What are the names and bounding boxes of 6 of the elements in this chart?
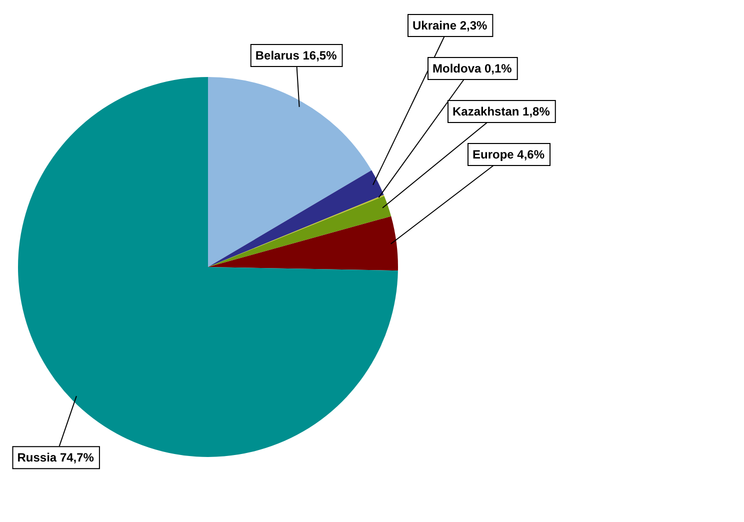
slice-label: Ukraine 2,3% (412, 18, 488, 32)
slice-label: Belarus 16,5% (255, 48, 338, 62)
slice-label: Kazakhstan 1,8% (452, 104, 550, 118)
slice-label: Europe 4,6% (472, 147, 545, 162)
slice-label: Russia 74,7% (17, 450, 94, 464)
slice-label: Moldova 0,1% (432, 61, 512, 76)
